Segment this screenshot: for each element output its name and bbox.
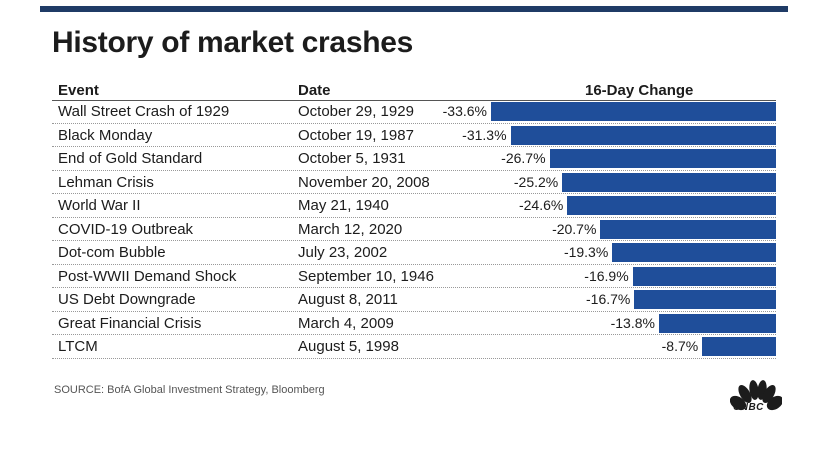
table-row: End of Gold Standard October 5, 1931 -26.7… [52, 147, 776, 171]
change-bar [567, 196, 776, 215]
event-name: US Debt Downgrade [58, 291, 196, 308]
event-name: Post-WWII Demand Shock [58, 267, 237, 285]
change-bar [600, 219, 776, 239]
table-row: Lehman Crisis November 20, 2008 -25.2% [52, 171, 776, 194]
change-bar [562, 172, 776, 192]
event-name: End of Gold Standard [58, 150, 203, 167]
change-label: -8.7% [661, 338, 699, 354]
change-bar [634, 290, 776, 309]
event-date: October 5, 1931 [298, 150, 406, 167]
event-name: World War II [58, 197, 141, 214]
table-row: LTCM August 5, 1998 -8.7% [52, 335, 776, 359]
change-label: -31.3% [462, 126, 507, 143]
nbc-peacock-icon [730, 380, 782, 411]
change-bar [491, 102, 776, 121]
change-label: -24.6% [518, 197, 564, 213]
change-label: -26.7% [501, 150, 546, 166]
change-label: -13.8% [610, 314, 655, 331]
change-bar [549, 149, 776, 168]
change-bar [702, 337, 776, 356]
event-date: March 12, 2020 [298, 220, 403, 238]
event-name: LTCM [58, 338, 98, 355]
event-date: March 4, 2009 [298, 314, 394, 332]
table-row: Great Financial Crisis March 4, 2009 -13.8… [52, 312, 776, 335]
change-label: -19.3% [563, 244, 609, 260]
event-name: COVID-19 Outbreak [58, 220, 194, 238]
event-name: Lehman Crisis [58, 173, 154, 191]
table-row: US Debt Downgrade August 8, 2011 -16.7% [52, 288, 776, 312]
event-date: September 10, 1946 [298, 267, 434, 285]
event-date: July 23, 2002 [298, 244, 388, 261]
source-note: SOURCE: BofA Global Investment Strategy,… [54, 384, 325, 396]
chart-title: History of market crashes [52, 26, 413, 59]
event-name: Dot-com Bubble [58, 244, 166, 261]
event-name: Wall Street Crash of 1929 [58, 103, 230, 120]
event-date: November 20, 2008 [298, 173, 430, 191]
event-date: August 8, 2011 [298, 291, 398, 308]
change-label: -16.7% [586, 291, 631, 307]
table-row: Dot-com Bubble July 23, 2002 -19.3% [52, 241, 776, 265]
event-date: May 21, 1940 [298, 197, 389, 214]
table-row: Post-WWII Demand Shock September 10, 1946… [52, 265, 776, 288]
change-bar [658, 313, 776, 333]
top-accent-bar [40, 6, 788, 12]
table-row: COVID-19 Outbreak March 12, 2020 -20.7% [52, 218, 776, 241]
change-label: -16.9% [584, 267, 629, 284]
cnbc-wordmark: CNBC [733, 402, 764, 413]
change-label: -25.2% [513, 173, 559, 190]
change-bar [632, 266, 776, 286]
event-name: Great Financial Crisis [58, 314, 202, 332]
event-date: August 5, 1998 [298, 338, 399, 355]
table-row: Black Monday October 19, 1987 -31.3% [52, 124, 776, 147]
event-date: October 29, 1929 [298, 103, 414, 120]
column-header-event: Event [58, 82, 99, 99]
change-label: -33.6% [442, 103, 487, 119]
column-header-change: 16-Day Change [585, 82, 694, 99]
header-divider [52, 100, 776, 101]
table-row: Wall Street Crash of 1929 October 29, 192… [52, 100, 776, 124]
change-bar [510, 125, 776, 145]
change-bar [612, 243, 776, 262]
column-header-date: Date [298, 82, 331, 99]
event-date: October 19, 1987 [298, 126, 414, 144]
change-label: -20.7% [552, 220, 597, 237]
table-row: World War II May 21, 1940 -24.6% [52, 194, 776, 218]
event-name: Black Monday [58, 126, 153, 144]
